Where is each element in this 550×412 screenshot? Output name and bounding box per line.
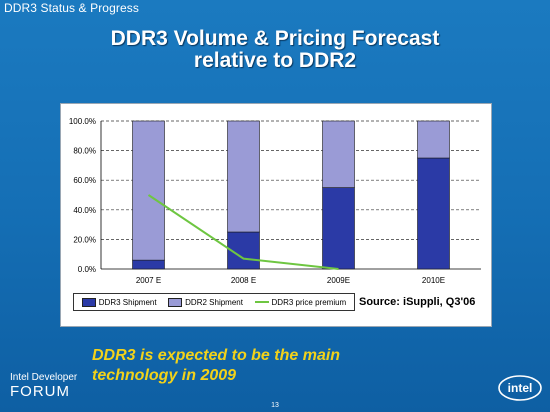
legend-label-ddr3: DDR3 Shipment (98, 297, 157, 307)
y-tick-label: 60.0% (73, 176, 96, 185)
y-tick-label: 20.0% (73, 235, 96, 244)
bar-ddr3-shipment (132, 259, 165, 270)
legend-swatch-ddr2 (168, 297, 183, 307)
callout-text: DDR3 is expected to be the main technolo… (92, 346, 412, 386)
page-number: 13 (271, 402, 279, 409)
intel-logo-text: intel (508, 381, 533, 395)
y-tick-label: 0.0% (78, 265, 96, 274)
y-tick-label: 100.0% (69, 117, 96, 126)
idf-logo-line-2: FORUM (10, 383, 70, 400)
x-tick-label: 2009E (327, 276, 350, 285)
section-header: DDR3 Status & Progress (4, 1, 139, 15)
callout-line-2: technology in 2009 (92, 367, 237, 384)
chart-legend: DDR3 Shipment DDR2 Shipment DDR3 price p… (73, 293, 355, 311)
idf-logo-line-1: Intel Developer (10, 372, 78, 383)
legend-swatch-ddr3 (81, 297, 96, 307)
intel-developer-forum-logo: Intel Developer FORUM (10, 372, 77, 400)
x-tick-label: 2007 E (136, 276, 161, 285)
legend-item-ddr2: DDR2 Shipment (168, 297, 243, 307)
callout-line-1: DDR3 is expected to be the main (92, 347, 341, 364)
legend-swatch-premium (254, 301, 269, 303)
x-tick-label: 2010E (422, 276, 445, 285)
y-tick-label: 80.0% (73, 147, 96, 156)
legend-label-ddr2: DDR2 Shipment (185, 297, 243, 307)
bar-ddr2-shipment (322, 120, 355, 188)
intel-logo: intel (498, 375, 542, 401)
bar-ddr3-shipment (322, 187, 355, 270)
chart-panel: 100.0% 80.0% 60.0% 40.0% 20.0% 0.0% 2007 E 2008… (60, 103, 492, 327)
y-tick-label: 40.0% (73, 206, 96, 215)
x-tick-label: 2008 E (231, 276, 256, 285)
line-ddr3-price-premium (147, 194, 339, 270)
legend-item-premium: DDR3 price premium (254, 297, 347, 307)
title-line-1: DDR3 Volume & Pricing Forecast (110, 27, 440, 50)
source-note: Source: iSuppli, Q3'06 (359, 296, 476, 308)
bar-ddr3-shipment (417, 157, 450, 270)
legend-item-ddr3: DDR3 Shipment (81, 297, 157, 307)
title-line-2: relative to DDR2 (193, 49, 357, 72)
bar-ddr2-shipment (132, 120, 165, 261)
bar-ddr2-shipment (417, 120, 450, 159)
slide-title: DDR3 Volume & Pricing Forecast relative … (0, 28, 550, 72)
stacked-bar-chart: 100.0% 80.0% 60.0% 40.0% 20.0% 0.0% 2007 E 2008… (69, 117, 481, 285)
bar-ddr2-shipment (227, 120, 260, 233)
legend-label-premium: DDR3 price premium (271, 297, 347, 307)
